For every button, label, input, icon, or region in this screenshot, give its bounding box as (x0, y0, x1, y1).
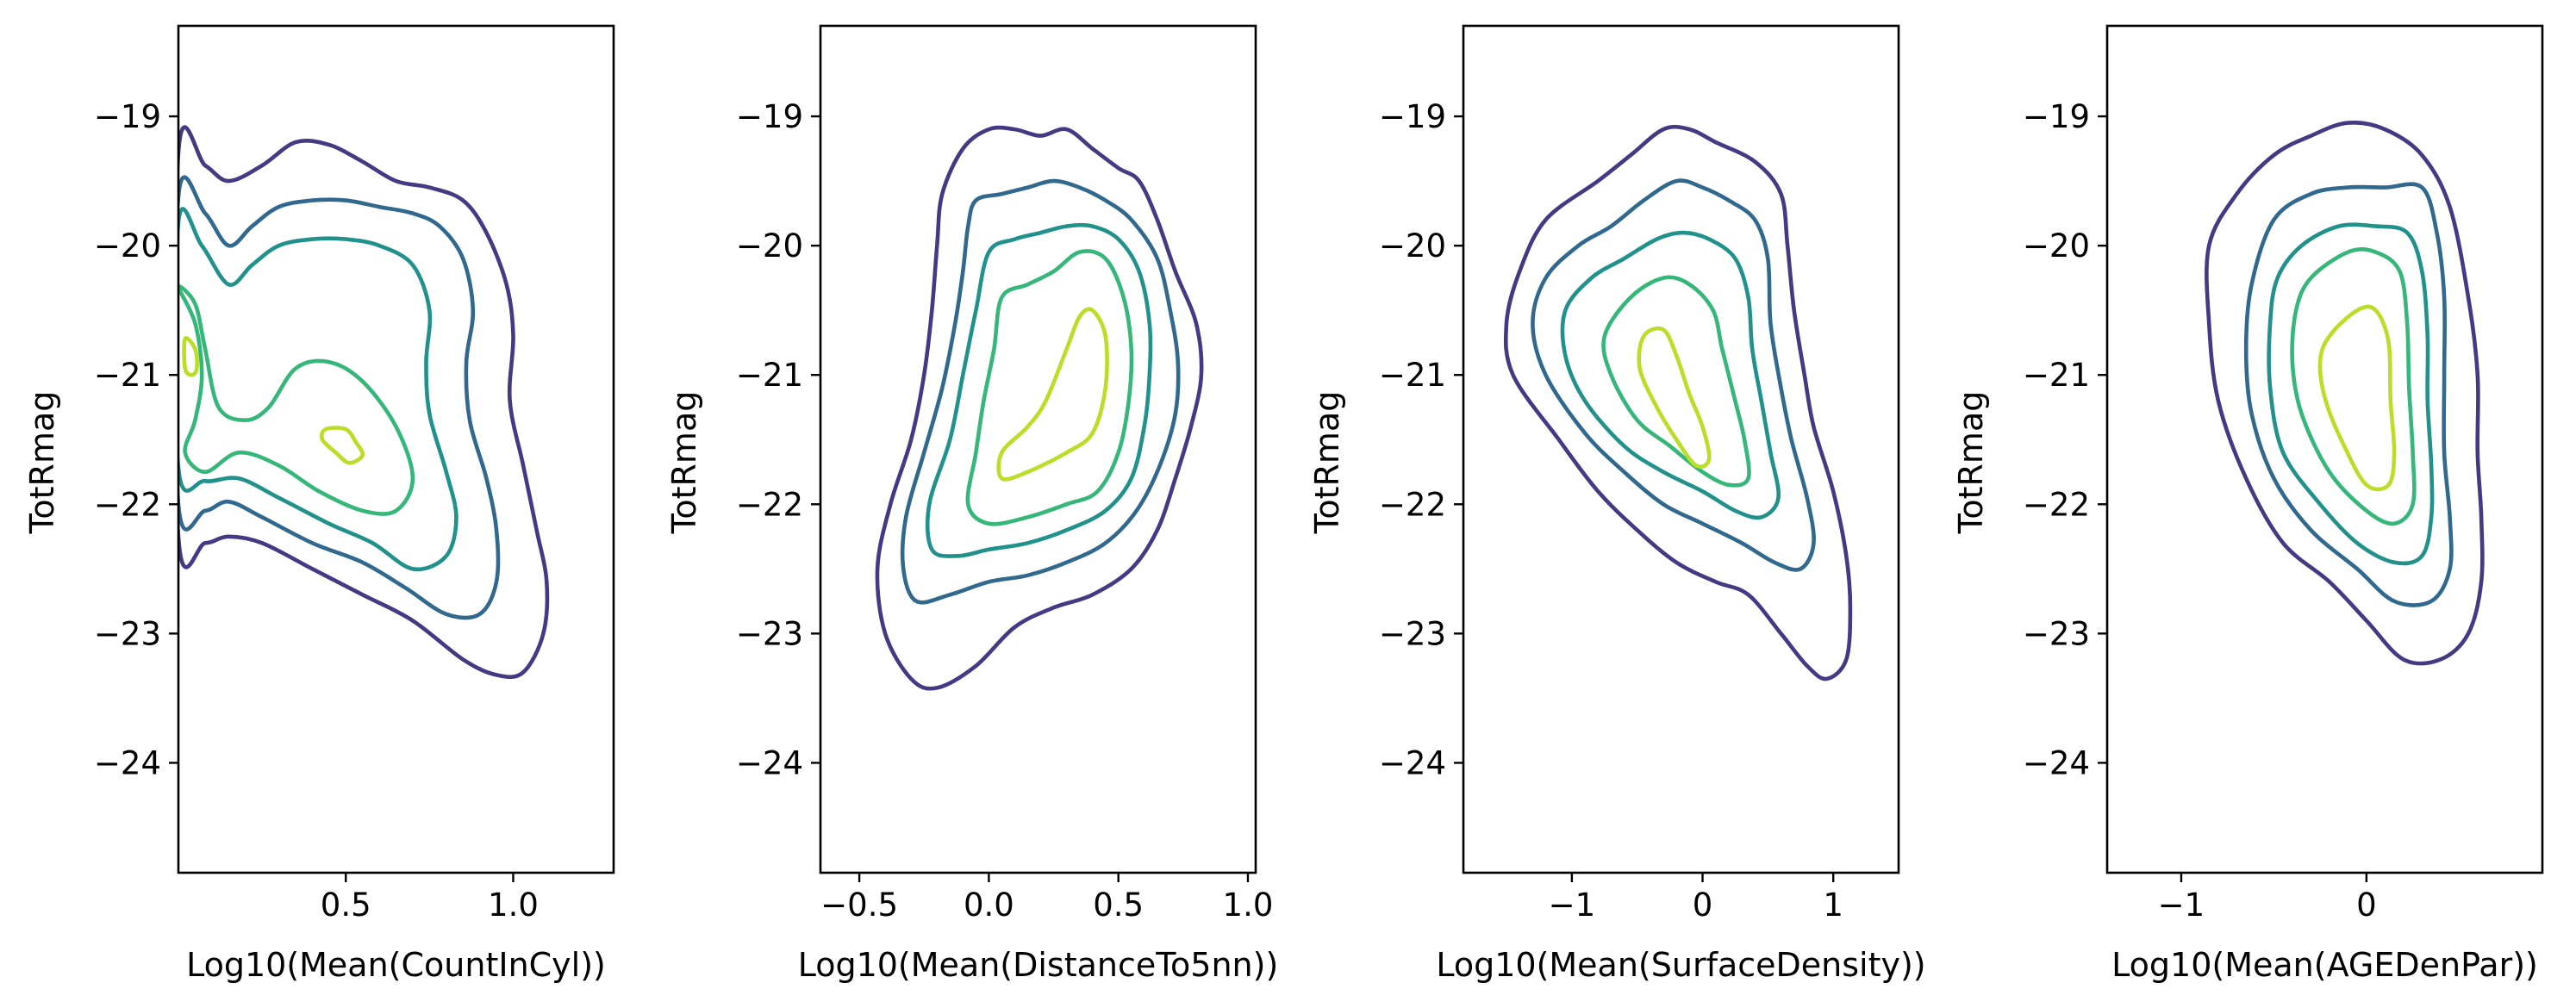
density-contour-4 (1601, 275, 1751, 488)
y-tick-label: −23 (736, 615, 803, 652)
density-contour-4 (178, 284, 415, 516)
axes-frame (177, 24, 615, 874)
y-tick-label: −23 (94, 615, 161, 652)
y-tick-label: −20 (736, 227, 803, 264)
density-contour-5 (319, 426, 365, 465)
density-contour-1 (2205, 120, 2485, 666)
panels-root: −19 −20 −21 −22 −23 −24 0.5 1.0 Log10(Mean(Count… (23, 24, 2544, 984)
y-tick-label: −19 (94, 98, 161, 135)
y-tick-label: −19 (1379, 98, 1446, 135)
y-tick-label: −22 (736, 486, 803, 523)
density-contour-5 (996, 307, 1109, 482)
panel-2: −19 −20 −21 −22 −23 −24 −0.5 0.0 0.5 1.0 Log10(Mea… (665, 24, 1279, 984)
y-tick-label: −22 (94, 486, 161, 523)
x-axis-label: Log10(Mean(DistanceTo5nn)) (798, 946, 1279, 984)
x-tick-label: −1 (2158, 887, 2205, 924)
contour-group (178, 125, 550, 680)
density-contour-5 (1637, 326, 1712, 470)
x-tick-label: 0.5 (1093, 887, 1144, 924)
y-tick-label: −24 (2023, 744, 2090, 781)
y-axis-label: TotRmag (23, 391, 61, 535)
density-contour-2 (2243, 182, 2454, 607)
y-tick-label: −20 (1379, 227, 1446, 264)
y-tick-label: −22 (1379, 486, 1446, 523)
y-tick-label: −21 (1379, 357, 1446, 394)
density-contour-2 (178, 175, 501, 620)
y-axis-label: TotRmag (1952, 391, 1990, 535)
density-contour-1 (1503, 124, 1853, 681)
panel-4: −19 −20 −21 −22 −23 −24 −1 0 Log10(Mean(AGEDenPa… (1952, 24, 2544, 984)
density-contour-1 (875, 125, 1204, 691)
density-contour-3 (1560, 230, 1781, 520)
y-tick-label: −21 (94, 357, 161, 394)
x-axis-label: Log10(Mean(SurfaceDensity)) (1436, 946, 1925, 984)
x-axis-label: Log10(Mean(AGEDenPar)) (2111, 946, 2538, 984)
axes-frame (2105, 24, 2544, 874)
y-axis-label: TotRmag (665, 391, 703, 535)
x-tick-label: 0 (2356, 887, 2377, 924)
x-tick-label: −0.5 (820, 887, 898, 924)
x-tick-label: −1 (1549, 887, 1596, 924)
y-tick-label: −21 (736, 357, 803, 394)
y-tick-label: −22 (2023, 486, 2090, 523)
density-contour-4 (965, 249, 1134, 526)
y-tick-label: −19 (2023, 98, 2090, 135)
x-tick-label: 0 (1693, 887, 1713, 924)
density-contour-3 (178, 207, 458, 572)
y-tick-label: −23 (1379, 615, 1446, 652)
y-axis-label: TotRmag (1308, 391, 1346, 535)
y-tick-label: −24 (94, 744, 161, 781)
panel-1: −19 −20 −21 −22 −23 −24 0.5 1.0 Log10(Mean(Count… (23, 24, 615, 984)
axes-frame (1462, 24, 1900, 874)
x-axis-label: Log10(Mean(CountInCyl)) (186, 946, 606, 984)
contour-group (875, 125, 1204, 691)
density-contour-2 (1531, 178, 1816, 572)
x-tick-label: 1.0 (488, 887, 539, 924)
y-tick-label: −23 (2023, 615, 2090, 652)
x-tick-label: 0.0 (964, 887, 1014, 924)
y-tick-label: −24 (736, 744, 803, 781)
x-tick-label: 0.5 (321, 887, 371, 924)
y-tick-label: −24 (1379, 744, 1446, 781)
density-contour-3 (925, 222, 1153, 558)
density-contour-5 (2317, 304, 2397, 492)
density-contour-4 (2290, 247, 2417, 526)
density-contour-1 (178, 125, 550, 680)
y-tick-label: −21 (2023, 357, 2090, 394)
panel-3: −19 −20 −21 −22 −23 −24 −1 0 1 Log10(Mean(Surface… (1308, 24, 1926, 984)
y-tick-label: −19 (736, 98, 803, 135)
axes-frame (819, 24, 1257, 874)
x-tick-label: 1 (1823, 887, 1843, 924)
density-contour-6 (182, 336, 199, 377)
y-tick-label: −20 (94, 227, 161, 264)
x-tick-label: 1.0 (1223, 887, 1274, 924)
density-contour-3 (2267, 222, 2435, 566)
density-contour-2 (900, 178, 1181, 605)
y-tick-label: −20 (2023, 227, 2090, 264)
contour-group (2205, 120, 2485, 666)
contour-group (1503, 124, 1853, 681)
